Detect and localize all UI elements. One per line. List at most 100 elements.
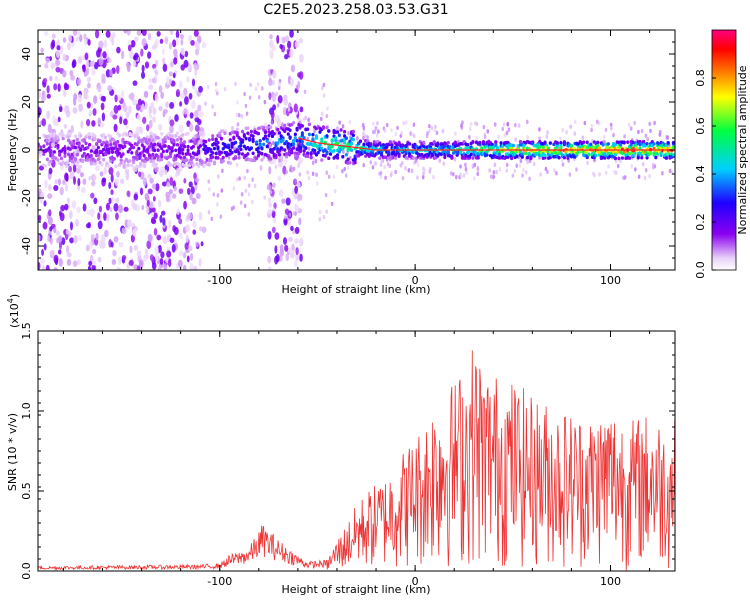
spectrogram-noise-cell: [158, 85, 163, 94]
spectrogram-signal-cell: [149, 159, 153, 163]
spectrogram-noise-cell: [476, 171, 480, 177]
spectrogram-noise-cell: [166, 250, 172, 258]
spectrogram-noise-cell: [565, 130, 568, 135]
spectrogram-noise-cell: [230, 206, 234, 211]
spectrogram-signal-cell: [153, 156, 157, 160]
spectrogram-signal-cell: [362, 142, 366, 147]
spectrogram-signal-cell: [418, 145, 422, 150]
spectrogram-signal-cell: [195, 157, 199, 162]
spectrogram-signal-cell: [265, 125, 269, 130]
spectrogram-signal-cell: [548, 141, 552, 145]
spectrogram-noise-cell: [294, 40, 300, 49]
spectrogram-noise-cell: [426, 131, 429, 136]
spectrogram-noise-cell: [146, 124, 150, 132]
spectrogram-noise-cell: [82, 178, 87, 185]
spectrogram-noise-cell: [304, 115, 308, 121]
spectrogram-signal-cell: [555, 141, 559, 145]
spectrogram-signal-cell: [135, 155, 139, 159]
spectrogram-signal-cell: [96, 145, 100, 150]
spectrogram-noise-cell: [193, 62, 198, 71]
spectrogram-noise-cell: [274, 164, 278, 169]
spectrogram-noise-cell: [132, 203, 138, 211]
spectrogram-signal-cell: [109, 142, 113, 147]
spectrogram-noise-cell: [153, 212, 158, 220]
spectrogram-signal-cell: [186, 144, 190, 149]
spectrogram-signal-cell: [156, 155, 160, 159]
spectrogram-noise-cell: [122, 162, 127, 169]
spectrogram-noise-cell: [132, 98, 138, 106]
spectrogram-noise-cell: [526, 159, 529, 165]
spectrogram-noise-cell: [97, 256, 102, 263]
spectrogram-noise-cell: [105, 202, 110, 211]
spectrogram-panel: -100 0 100 -40 -20 0 20 40 Height of straight l…: [6, 29, 676, 296]
spectrogram-signal-cell: [96, 157, 100, 162]
spectrogram-noise-cell: [390, 127, 393, 133]
spectrogram-noise-cell: [513, 168, 517, 174]
spectrogram-noise-cell: [386, 161, 390, 167]
spectrogram-noise-cell: [220, 188, 224, 193]
spectrogram-signal-cell: [335, 153, 340, 157]
spectrogram-noise-cell: [298, 217, 302, 226]
spectrogram-noise-cell: [88, 110, 93, 117]
spectrogram-noise-cell: [128, 259, 134, 266]
spectrogram-noise-cell: [493, 162, 497, 168]
spectrogram-signal-cell: [105, 140, 109, 145]
spectrogram-signal-cell: [214, 151, 218, 156]
spectrogram-noise-cell: [142, 162, 147, 169]
spectrogram-signal-cell: [248, 137, 252, 141]
spectrogram-noise-cell: [88, 175, 92, 181]
spectrogram-noise-cell: [376, 121, 379, 126]
spectrogram-noise-cell: [644, 167, 648, 173]
spectrogram-signal-cell: [61, 133, 65, 138]
spectrogram-noise-cell: [100, 95, 106, 102]
spectrogram-signal-cell: [68, 140, 72, 145]
spectrogram-signal-cell: [335, 156, 340, 160]
spectrogram-noise-cell: [120, 89, 125, 98]
snr-ytick-label: 1.5: [20, 322, 33, 340]
spectrogram-noise-cell: [287, 220, 292, 227]
spectrogram-noise-cell: [521, 173, 524, 178]
spectrogram-noise-cell: [251, 199, 254, 205]
spectrogram-noise-cell: [165, 101, 169, 108]
spectrogram-signal-cell: [334, 136, 338, 140]
snr-panel: -100 0 100 0.0 0.5 1.0 1.5 Height of straight …: [6, 294, 676, 596]
spectrogram-noise-cell: [289, 77, 294, 87]
spectrogram-signal-cell: [242, 134, 246, 138]
spectrogram-noise-cell: [287, 149, 292, 157]
spectrogram-noise-cell: [136, 114, 141, 121]
spectrogram-signal-cell: [63, 146, 67, 151]
spectrogram-signal-cell: [195, 138, 199, 143]
spectrogram-noise-cell: [237, 112, 241, 118]
spectrogram-noise-cell: [190, 253, 194, 261]
spectrogram-noise-cell: [271, 226, 276, 234]
spectrogram-signal-cell: [63, 151, 67, 155]
spectrogram-noise-cell: [553, 168, 556, 173]
spectrogram-noise-cell: [121, 50, 125, 60]
spectrogram-noise-cell: [135, 126, 141, 135]
spectrogram-signal-cell: [153, 164, 157, 169]
spectrogram-noise-cell: [318, 209, 322, 215]
spectrogram-signal-cell: [594, 153, 598, 158]
spectrogram-noise-cell: [524, 170, 528, 175]
spectrogram-noise-cell: [282, 165, 287, 175]
spectrogram-noise-cell: [538, 136, 541, 141]
spectrogram-signal-cell: [495, 145, 500, 150]
spectrogram-noise-cell: [283, 217, 288, 226]
spectrogram-noise-cell: [289, 167, 292, 173]
spectrogram-noise-cell: [168, 219, 172, 228]
spectrogram-signal-cell: [112, 138, 116, 143]
spectrogram-signal-cell: [276, 127, 280, 132]
spectrogram-signal-cell: [197, 151, 201, 155]
spectrogram-noise-cell: [38, 214, 42, 222]
spectrogram-signal-cell: [267, 133, 271, 138]
spectrogram-noise-cell: [210, 216, 214, 222]
spectrogram-noise-cell: [178, 250, 184, 256]
spectrogram-noise-cell: [298, 172, 302, 177]
spectrogram-signal-cell: [327, 129, 331, 133]
spectrogram-noise-cell: [183, 107, 188, 115]
spectrogram-signal-cell: [117, 146, 122, 151]
spectrogram-noise-cell: [526, 135, 529, 140]
spectrogram-noise-cell: [545, 134, 549, 139]
spectrogram-noise-cell: [178, 188, 184, 194]
spectrogram-signal-cell: [79, 164, 83, 169]
